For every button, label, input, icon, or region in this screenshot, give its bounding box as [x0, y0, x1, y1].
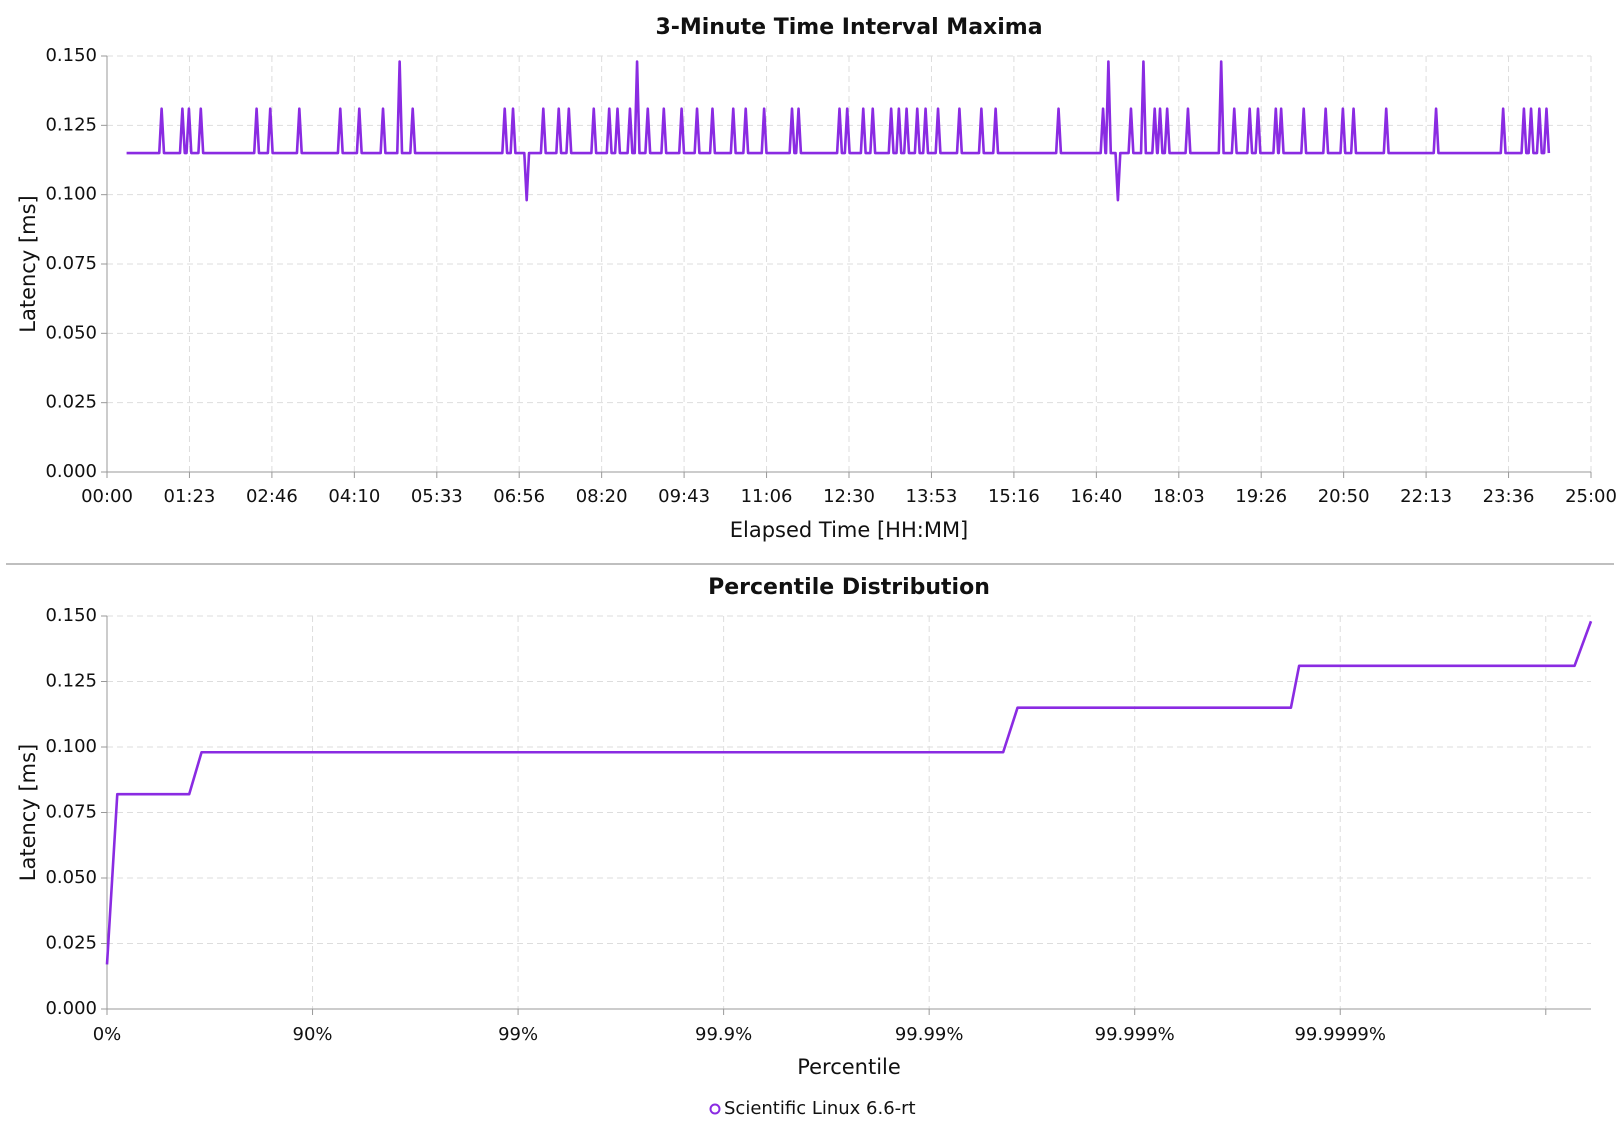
- x-tick-label: 09:43: [658, 486, 710, 507]
- y-tick-label: 0.000: [45, 998, 97, 1019]
- data-line: [105, 620, 1593, 965]
- y-tick-label: 0.025: [45, 933, 97, 954]
- y-tick-label: 0.150: [45, 605, 97, 626]
- x-tick-label: 02:46: [246, 486, 298, 507]
- y-tick-label: 0.000: [45, 461, 97, 482]
- y-tick-label: 0.025: [45, 392, 97, 413]
- x-tick-label: 99.99%: [895, 1024, 964, 1045]
- x-tick-label: 99.9%: [695, 1024, 752, 1045]
- y-tick-label: 0.075: [45, 802, 97, 823]
- x-tick-label: 11:06: [741, 486, 793, 507]
- x-tick-label: 25:00: [1565, 486, 1617, 507]
- legend-marker: [709, 1103, 721, 1115]
- x-tick-label: 16:40: [1070, 486, 1122, 507]
- x-tick-label: 20:50: [1318, 486, 1370, 507]
- x-tick-label: 90%: [293, 1024, 333, 1045]
- y-tick-label: 0.075: [45, 253, 97, 274]
- y-axis-label: Latency [ms]: [16, 744, 40, 881]
- x-tick-label: 05:33: [411, 486, 463, 507]
- y-tick-label: 0.050: [45, 322, 97, 343]
- y-tick-label: 0.125: [45, 671, 97, 692]
- x-tick-label: 15:16: [988, 486, 1040, 507]
- y-tick-label: 0.050: [45, 867, 97, 888]
- y-axis-label: Latency [ms]: [16, 195, 40, 332]
- x-tick-label: 00:00: [81, 486, 133, 507]
- y-tick-label: 0.100: [45, 184, 97, 205]
- y-tick-label: 0.125: [45, 114, 97, 135]
- x-tick-label: 0%: [93, 1024, 122, 1045]
- x-tick-label: 18:03: [1153, 486, 1205, 507]
- x-axis-label: Elapsed Time [HH:MM]: [730, 518, 969, 542]
- x-tick-label: 04:10: [328, 486, 380, 507]
- chart-title: 3-Minute Time Interval Maxima: [655, 15, 1042, 40]
- x-tick-label: 19:26: [1235, 486, 1287, 507]
- y-tick-label: 0.100: [45, 736, 97, 757]
- x-axis-label: Percentile: [797, 1055, 901, 1079]
- x-tick-label: 06:56: [493, 486, 545, 507]
- x-tick-label: 99.9999%: [1294, 1024, 1386, 1045]
- x-tick-label: 12:30: [823, 486, 875, 507]
- x-tick-label: 08:20: [576, 486, 628, 507]
- x-tick-label: 99.999%: [1095, 1024, 1175, 1045]
- x-tick-label: 13:53: [906, 486, 958, 507]
- x-tick-label: 23:36: [1483, 486, 1535, 507]
- x-tick-label: 01:23: [164, 486, 216, 507]
- x-tick-label: 99%: [498, 1024, 538, 1045]
- x-tick-label: 22:13: [1400, 486, 1452, 507]
- y-tick-label: 0.150: [45, 45, 97, 66]
- data-line: [126, 60, 1551, 202]
- legend-label: Scientific Linux 6.6-rt: [724, 1098, 916, 1119]
- chart-title: Percentile Distribution: [708, 575, 990, 600]
